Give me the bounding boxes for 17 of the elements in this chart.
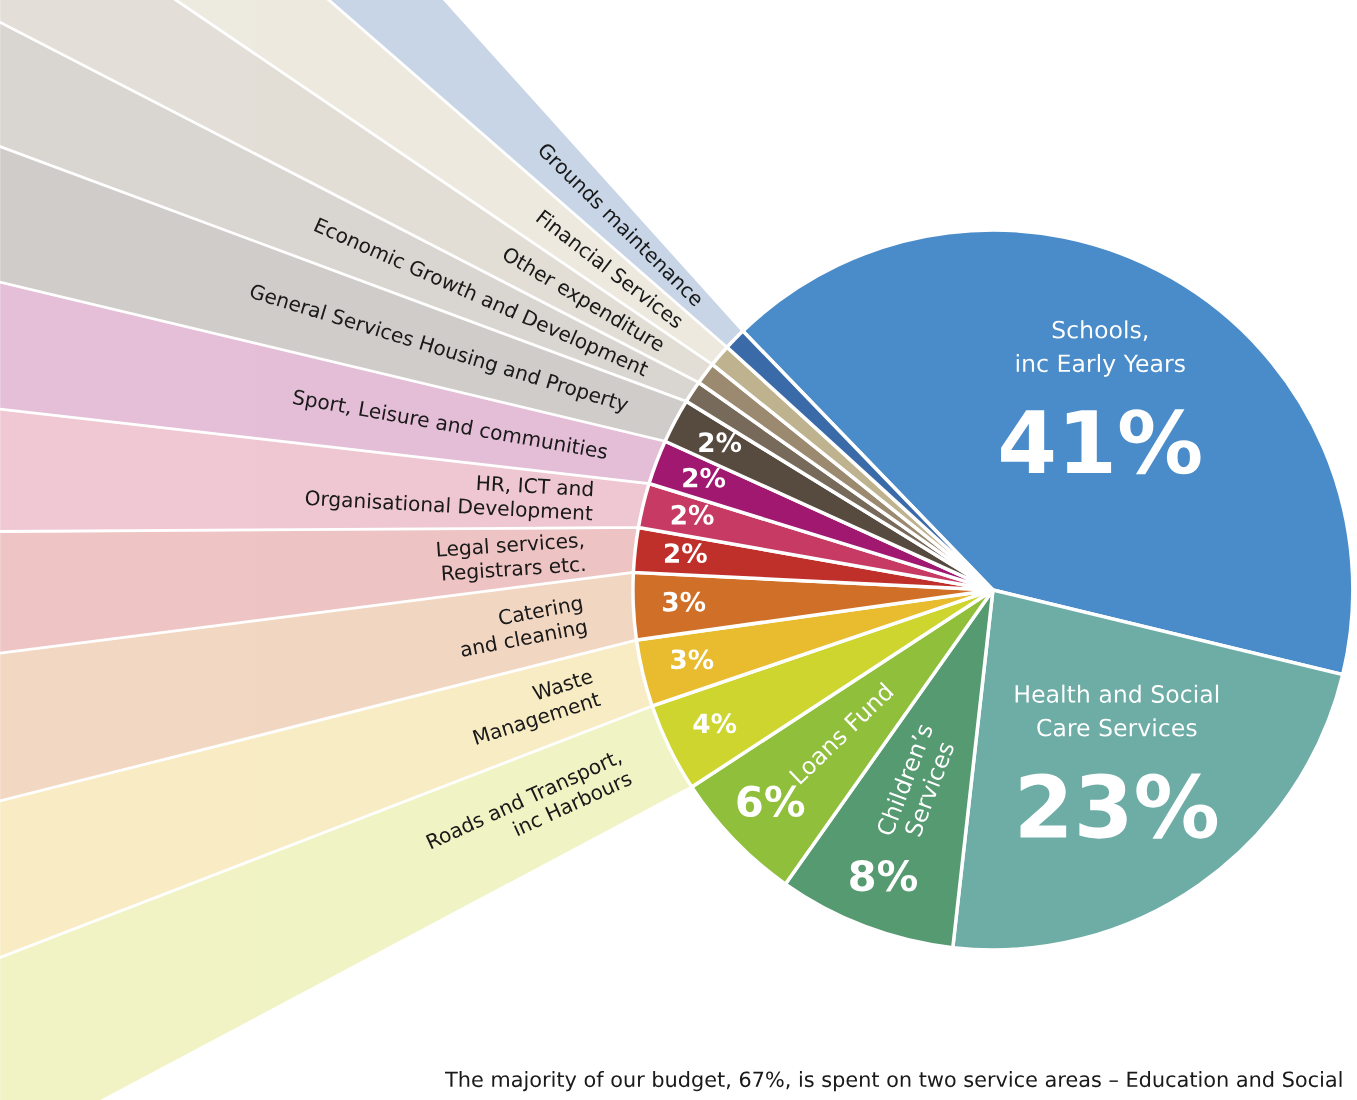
data-label: 41%	[1001, 409, 1201, 475]
data-label: 4%	[693, 713, 737, 734]
slice-label: HR, ICT and Organisational Development	[305, 474, 593, 525]
slice-label: Schools, inc Early Years	[1016, 320, 1185, 377]
data-label: 3%	[663, 591, 706, 612]
data-label: 8%	[850, 859, 918, 892]
data-label: 2%	[664, 543, 707, 564]
data-label: 6%	[737, 785, 805, 818]
text: The majority of our budget, 67%, is spent on two service areas – Education and Social	[445, 1071, 1342, 1092]
data-label: 2%	[699, 432, 742, 453]
slice-label: Health and Social Care Services	[1015, 684, 1219, 737]
slice-label: Legal services, Registrars etc.	[437, 531, 585, 585]
data-label: 2%	[683, 467, 726, 488]
data-label: 3%	[671, 649, 714, 670]
data-label: 2%	[671, 504, 714, 525]
slice-label: Catering and cleaning	[459, 594, 588, 661]
data-label: 23%	[1020, 773, 1218, 839]
